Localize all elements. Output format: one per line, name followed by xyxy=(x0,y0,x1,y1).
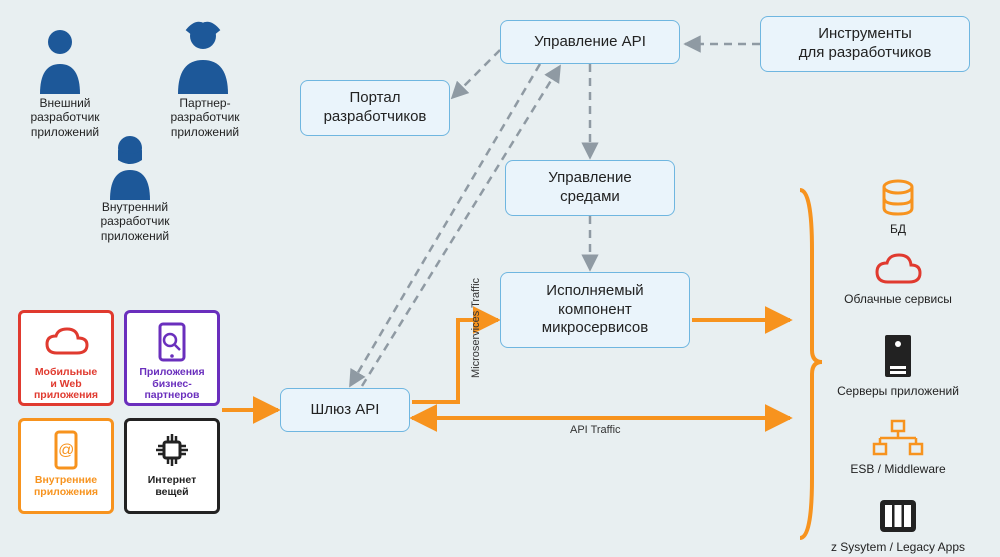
backend-db: БД xyxy=(828,178,968,236)
node-label: Инструменты для разработчиков xyxy=(799,25,932,63)
tile-biz-apps: Приложения бизнес- партнеров xyxy=(124,310,220,406)
backend-cloud: Облачные сервисы xyxy=(828,252,968,306)
tile-internal-apps: @ Внутренние приложения xyxy=(18,418,114,514)
db-icon xyxy=(828,178,968,218)
dev-internal-label: Внутренний разработчик приложений xyxy=(80,200,190,243)
backend-label: Серверы приложений xyxy=(837,384,959,398)
dev-external xyxy=(30,24,90,99)
backend-appserver: Серверы приложений xyxy=(828,332,968,398)
tile-mobile-web: Мобильные и Web приложения xyxy=(18,310,114,406)
node-label: Управление API xyxy=(534,33,646,52)
node-env-mgmt: Управление средами xyxy=(505,160,675,216)
dev-partner xyxy=(170,18,236,99)
chip-icon xyxy=(149,427,195,473)
backend-label: z Sysytem / Legacy Apps xyxy=(831,540,965,554)
legacy-icon xyxy=(828,496,968,536)
node-label: Исполняемый компонент микросервисов xyxy=(542,282,648,338)
node-ms-runtime: Исполняемый компонент микросервисов xyxy=(500,272,690,348)
tile-label: Интернет вещей xyxy=(148,474,196,498)
node-label: Портал разработчиков xyxy=(324,89,427,127)
backend-label: БД xyxy=(890,222,906,236)
tile-label: Внутренние приложения xyxy=(34,474,98,498)
server-icon xyxy=(828,332,968,380)
node-dev-tools: Инструменты для разработчиков xyxy=(760,16,970,72)
cloud-icon xyxy=(828,252,968,288)
label-api-traffic: API Traffic xyxy=(570,424,621,436)
tile-label: Приложения бизнес- партнеров xyxy=(139,366,204,401)
svg-text:@: @ xyxy=(58,442,74,459)
backend-esb: ESB / Middleware xyxy=(828,418,968,476)
node-label: Управление средами xyxy=(548,169,631,207)
cloud-icon xyxy=(43,319,89,365)
tile-iot: Интернет вещей xyxy=(124,418,220,514)
label-microservices-traffic: Microservices Traffic xyxy=(470,258,482,378)
node-dev-portal: Портал разработчиков xyxy=(300,80,450,136)
shop-icon xyxy=(149,319,195,365)
at-icon: @ xyxy=(43,427,89,473)
node-api-management: Управление API xyxy=(500,20,680,64)
esb-icon xyxy=(828,418,968,458)
backend-label: Облачные сервисы xyxy=(844,292,952,306)
dev-internal xyxy=(100,130,160,205)
node-api-gateway: Шлюз API xyxy=(280,388,410,432)
dev-partner-label: Партнер- разработчик приложений xyxy=(150,96,260,139)
backend-label: ESB / Middleware xyxy=(850,462,945,476)
tile-label: Мобильные и Web приложения xyxy=(34,366,98,401)
backend-legacy: z Sysytem / Legacy Apps xyxy=(828,496,968,554)
node-label: Шлюз API xyxy=(311,401,380,420)
